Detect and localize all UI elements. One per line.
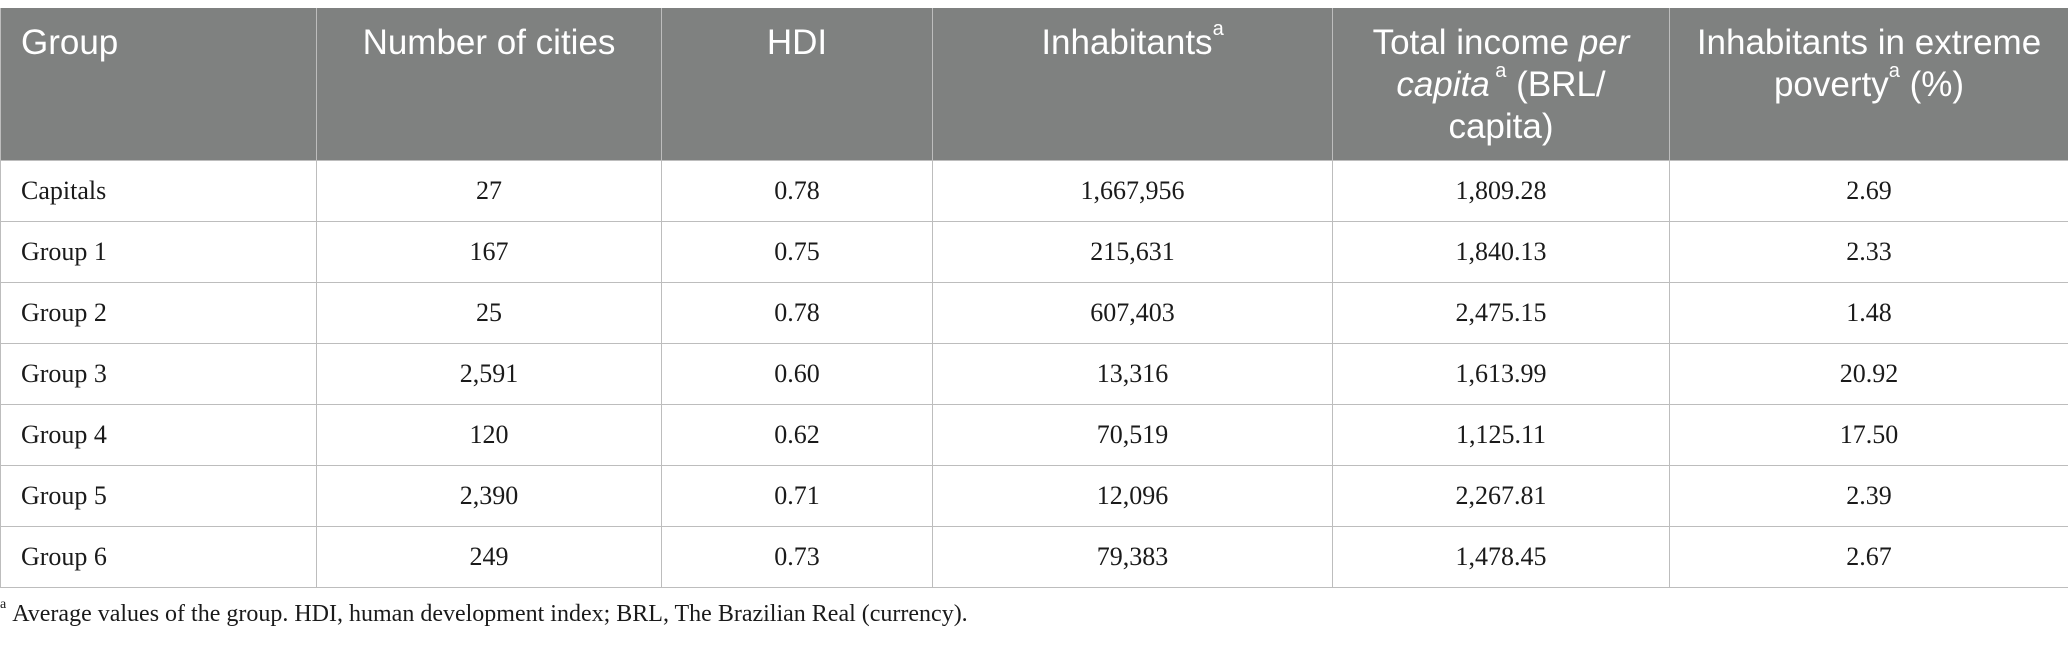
cell-hdi: 0.78 [661, 159, 933, 222]
header-hdi: HDI [661, 8, 933, 160]
cell-number-of-cities: 120 [316, 403, 662, 466]
cell-hdi: 0.73 [661, 525, 933, 588]
cell-group: Group 5 [0, 464, 317, 527]
header-income-pre: Total income [1372, 23, 1579, 62]
cell-extreme-poverty: 2.69 [1669, 159, 2068, 222]
table-row: Group 6 249 0.73 79,383 1,478.45 2.67 [0, 525, 2068, 588]
cell-hdi: 0.60 [661, 342, 933, 405]
cell-total-income: 1,809.28 [1332, 159, 1670, 222]
cell-total-income: 2,475.15 [1332, 281, 1670, 344]
data-table: Group Number of cities HDI Inhabitantsa … [0, 8, 2068, 588]
cell-hdi: 0.75 [661, 220, 933, 283]
cell-group: Group 1 [0, 220, 317, 283]
header-income-post: (BRL/ capita) [1448, 65, 1606, 146]
header-extreme-poverty-label: Inhabitants in extreme poverty [1696, 23, 2042, 104]
table-row: Group 5 2,390 0.71 12,096 2,267.81 2.39 [0, 464, 2068, 527]
cell-extreme-poverty: 2.33 [1669, 220, 2068, 283]
table-row: Group 3 2,591 0.60 13,316 1,613.99 20.92 [0, 342, 2068, 405]
cell-extreme-poverty: 1.48 [1669, 281, 2068, 344]
table-row: Capitals 27 0.78 1,667,956 1,809.28 2.69 [0, 159, 2068, 222]
cell-hdi: 0.71 [661, 464, 933, 527]
header-extreme-poverty-unit: (%) [1899, 65, 1965, 104]
header-number-of-cities-label: Number of cities [362, 23, 616, 62]
table-header-row: Group Number of cities HDI Inhabitantsa … [0, 8, 2068, 160]
header-group: Group [0, 8, 317, 160]
cell-extreme-poverty: 2.39 [1669, 464, 2068, 527]
cell-group: Group 2 [0, 281, 317, 344]
table-footnote: a Average values of the group. HDI, human… [0, 597, 968, 628]
cell-inhabitants: 215,631 [932, 220, 1333, 283]
cell-group: Group 3 [0, 342, 317, 405]
cell-total-income: 1,613.99 [1332, 342, 1670, 405]
cell-hdi: 0.78 [661, 281, 933, 344]
cell-number-of-cities: 167 [316, 220, 662, 283]
cell-inhabitants: 1,667,956 [932, 159, 1333, 222]
cell-group: Group 4 [0, 403, 317, 466]
cell-total-income: 1,125.11 [1332, 403, 1670, 466]
cell-inhabitants: 13,316 [932, 342, 1333, 405]
cell-group: Capitals [0, 159, 317, 222]
header-inhabitants-footnote-marker: a [1212, 18, 1224, 41]
table-row: Group 4 120 0.62 70,519 1,125.11 17.50 [0, 403, 2068, 466]
cell-extreme-poverty: 17.50 [1669, 403, 2068, 466]
header-total-income-per-capita: Total income per capita a (BRL/ capita) [1332, 8, 1670, 160]
cell-number-of-cities: 249 [316, 525, 662, 588]
cell-total-income: 1,478.45 [1332, 525, 1670, 588]
header-inhabitants: Inhabitantsa [932, 8, 1333, 160]
header-inhabitants-label: Inhabitants [1041, 23, 1213, 62]
cell-inhabitants: 70,519 [932, 403, 1333, 466]
cell-number-of-cities: 2,390 [316, 464, 662, 527]
header-income-emphasis: per capita [1396, 23, 1630, 104]
cell-total-income: 2,267.81 [1332, 464, 1670, 527]
cell-hdi: 0.62 [661, 403, 933, 466]
cell-extreme-poverty: 2.67 [1669, 525, 2068, 588]
header-extreme-poverty-footnote-marker: a [1888, 60, 1900, 83]
cell-number-of-cities: 25 [316, 281, 662, 344]
header-hdi-label: HDI [766, 23, 828, 62]
data-table-container: Group Number of cities HDI Inhabitantsa … [0, 8, 2068, 588]
cell-total-income: 1,840.13 [1332, 220, 1670, 283]
cell-number-of-cities: 27 [316, 159, 662, 222]
cell-inhabitants: 12,096 [932, 464, 1333, 527]
cell-inhabitants: 607,403 [932, 281, 1333, 344]
cell-group: Group 6 [0, 525, 317, 588]
header-group-label: Group [21, 23, 119, 62]
cell-inhabitants: 79,383 [932, 525, 1333, 588]
table-row: Group 2 25 0.78 607,403 2,475.15 1.48 [0, 281, 2068, 344]
header-income-footnote-marker: a [1489, 60, 1507, 83]
cell-extreme-poverty: 20.92 [1669, 342, 2068, 405]
footnote-text: Average values of the group. HDI, human … [12, 601, 968, 627]
table-row: Group 1 167 0.75 215,631 1,840.13 2.33 [0, 220, 2068, 283]
footnote-marker: a [0, 597, 7, 612]
cell-number-of-cities: 2,591 [316, 342, 662, 405]
header-number-of-cities: Number of cities [316, 8, 662, 160]
header-extreme-poverty: Inhabitants in extreme povertya (%) [1669, 8, 2068, 160]
